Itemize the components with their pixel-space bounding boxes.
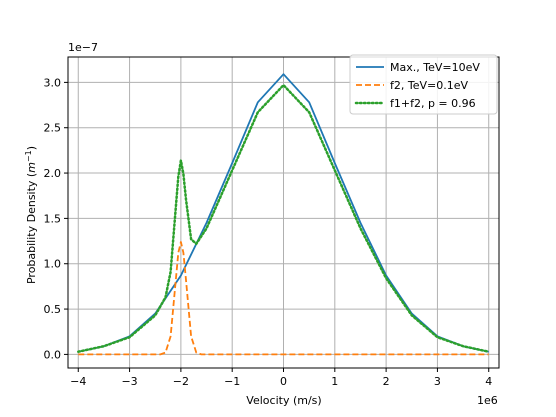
legend-box (349, 54, 498, 115)
y-axis-ticks: 0.0 0.5 1.0 1.5 2.0 2.5 3.0 (44, 76, 68, 361)
y-tick-label: 1.5 (44, 212, 62, 225)
legend: Max., TeV=10eV f2, TeV=0.1eV f1+f2, p = 0.… (349, 54, 498, 115)
x-tick-label: −4 (70, 375, 86, 388)
y-tick-label: 3.0 (44, 76, 62, 89)
series-layer (77, 73, 490, 356)
y-tick-label: 0.5 (44, 303, 62, 316)
y-tick-label: 1.0 (44, 258, 62, 271)
x-axis-ticks: −4 −3 −2 −1 0 1 2 3 4 (70, 368, 492, 388)
x-tick-label: −3 (121, 375, 137, 388)
x-tick-label: 2 (383, 375, 390, 388)
x-tick-label: 0 (280, 375, 287, 388)
x-tick-label: −2 (173, 375, 189, 388)
legend-label-2: f2, TeV=0.1eV (390, 79, 468, 92)
x-tick-label: −1 (224, 375, 240, 388)
y-tick-label: 2.0 (44, 167, 62, 180)
series-line-2 (78, 241, 489, 356)
x-axis-multiplier: 1e6 (477, 394, 498, 407)
x-tick-label: 3 (434, 375, 441, 388)
series-line-3 (77, 83, 490, 353)
x-tick-label: 1 (331, 375, 338, 388)
legend-label-1: Max., TeV=10eV (390, 61, 480, 74)
y-axis-multiplier: 1e−7 (68, 41, 98, 54)
y-tick-label: 2.5 (44, 122, 62, 135)
y-axis-label: Probability Density (m−1) (24, 146, 38, 284)
x-tick-label: 4 (485, 375, 492, 388)
legend-label-3: f1+f2, p = 0.96 (390, 97, 476, 110)
y-tick-label: 0.0 (44, 348, 62, 361)
x-axis-label: Velocity (m/s) (246, 394, 321, 407)
